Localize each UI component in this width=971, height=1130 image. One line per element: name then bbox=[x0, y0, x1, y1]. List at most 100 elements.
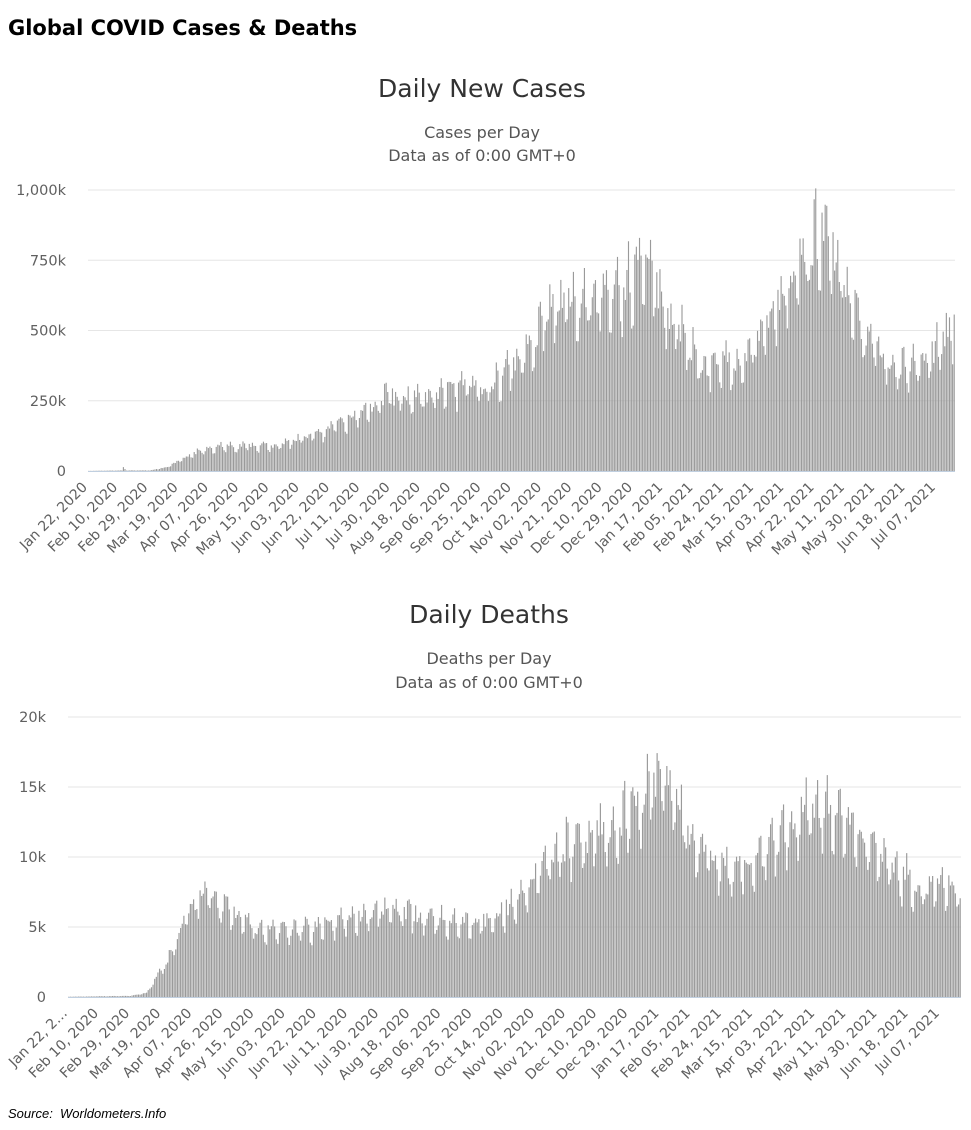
bar bbox=[804, 261, 806, 471]
y-tick-label: 10k bbox=[19, 850, 46, 866]
bar bbox=[884, 369, 886, 471]
bar bbox=[274, 926, 276, 997]
bar bbox=[450, 381, 452, 471]
bar bbox=[900, 374, 902, 471]
bar bbox=[881, 357, 883, 471]
bar bbox=[908, 392, 910, 471]
bar bbox=[618, 285, 620, 471]
bar bbox=[357, 427, 359, 471]
bar bbox=[933, 906, 935, 997]
bar bbox=[387, 392, 389, 471]
bar bbox=[351, 906, 354, 997]
bar bbox=[835, 262, 837, 471]
bar bbox=[792, 829, 794, 997]
bar bbox=[401, 403, 403, 471]
bar bbox=[834, 815, 836, 997]
bar bbox=[575, 824, 577, 997]
bar bbox=[209, 446, 211, 471]
bar bbox=[453, 383, 455, 471]
bar bbox=[201, 895, 203, 997]
bar bbox=[740, 881, 742, 997]
bar bbox=[431, 397, 433, 471]
bar bbox=[802, 238, 804, 471]
bar bbox=[492, 389, 494, 471]
bar bbox=[520, 372, 523, 471]
bar bbox=[102, 996, 104, 997]
bar bbox=[667, 308, 669, 471]
bar bbox=[403, 906, 405, 997]
bar bbox=[844, 853, 846, 997]
bar bbox=[795, 837, 798, 997]
bar bbox=[588, 820, 590, 997]
bar bbox=[698, 853, 700, 997]
bar bbox=[843, 285, 845, 471]
bar bbox=[873, 831, 875, 997]
bar bbox=[272, 447, 274, 471]
bar bbox=[450, 923, 452, 997]
bar bbox=[300, 442, 302, 471]
bar bbox=[772, 301, 774, 471]
bar bbox=[140, 470, 142, 471]
bar bbox=[379, 918, 381, 997]
bar bbox=[596, 820, 598, 997]
bar bbox=[769, 311, 771, 471]
bar bbox=[716, 869, 718, 997]
bar bbox=[147, 990, 149, 997]
bar bbox=[310, 433, 312, 471]
bar bbox=[335, 431, 337, 471]
bar bbox=[155, 469, 158, 471]
bar bbox=[304, 916, 307, 997]
y-axis-tick-labels: 0 250k 500k 750k 1,000k bbox=[16, 183, 67, 480]
bar bbox=[291, 929, 294, 997]
bar bbox=[719, 382, 721, 471]
bar bbox=[756, 330, 759, 471]
bar bbox=[217, 907, 219, 997]
bar bbox=[676, 339, 678, 471]
bar bbox=[555, 325, 557, 471]
bar bbox=[547, 875, 550, 997]
bar bbox=[630, 791, 632, 997]
bar bbox=[855, 866, 858, 997]
bar bbox=[574, 296, 576, 471]
bar bbox=[256, 450, 258, 471]
bar bbox=[930, 881, 932, 997]
bar bbox=[701, 370, 704, 471]
bar bbox=[627, 852, 629, 997]
bar bbox=[651, 807, 653, 997]
bar bbox=[857, 834, 859, 997]
bar bbox=[321, 432, 323, 471]
page-title: Global COVID Cases & Deaths bbox=[8, 16, 358, 40]
bar bbox=[671, 324, 674, 471]
bar bbox=[324, 917, 326, 997]
bar bbox=[620, 835, 623, 997]
bar bbox=[528, 335, 530, 471]
bar bbox=[251, 442, 253, 471]
bar bbox=[915, 374, 918, 471]
bar bbox=[638, 829, 640, 997]
bar bbox=[267, 449, 269, 471]
bar bbox=[778, 310, 781, 471]
bar bbox=[359, 921, 362, 997]
bar bbox=[566, 319, 568, 471]
bar bbox=[261, 919, 263, 997]
bar bbox=[886, 868, 888, 997]
bar bbox=[256, 934, 258, 997]
bar bbox=[218, 445, 220, 471]
bar bbox=[122, 467, 124, 471]
bar bbox=[641, 812, 644, 997]
bar bbox=[197, 918, 200, 997]
bar bbox=[860, 339, 862, 471]
bar bbox=[821, 853, 824, 997]
y-tick-label: 15k bbox=[19, 780, 46, 796]
bar bbox=[750, 862, 752, 997]
bar bbox=[335, 927, 337, 997]
bar bbox=[340, 907, 342, 997]
bar bbox=[330, 920, 332, 997]
bar bbox=[749, 338, 751, 471]
bar bbox=[484, 388, 486, 471]
bar bbox=[624, 780, 626, 997]
bar bbox=[530, 879, 532, 997]
bar bbox=[342, 919, 344, 997]
bar bbox=[928, 876, 930, 997]
bar bbox=[275, 444, 277, 471]
